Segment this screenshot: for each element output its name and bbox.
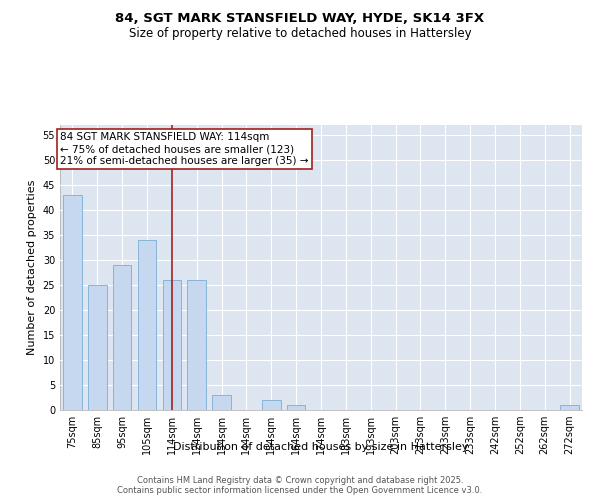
Bar [113, 265, 131, 410]
Bar [63, 195, 82, 410]
Bar [287, 405, 305, 410]
Text: Contains HM Land Registry data © Crown copyright and database right 2025.
Contai: Contains HM Land Registry data © Crown c… [118, 476, 482, 495]
Text: 84, SGT MARK STANSFIELD WAY, HYDE, SK14 3FX: 84, SGT MARK STANSFIELD WAY, HYDE, SK14 … [115, 12, 485, 26]
Text: Size of property relative to detached houses in Hattersley: Size of property relative to detached ho… [128, 28, 472, 40]
Bar [560, 405, 579, 410]
Bar [137, 240, 157, 410]
Text: 84 SGT MARK STANSFIELD WAY: 114sqm
← 75% of detached houses are smaller (123)
21: 84 SGT MARK STANSFIELD WAY: 114sqm ← 75%… [61, 132, 309, 166]
Bar [262, 400, 281, 410]
Text: Distribution of detached houses by size in Hattersley: Distribution of detached houses by size … [173, 442, 469, 452]
Bar [212, 395, 231, 410]
Bar [163, 280, 181, 410]
Y-axis label: Number of detached properties: Number of detached properties [27, 180, 37, 355]
Bar [88, 285, 107, 410]
Bar [187, 280, 206, 410]
